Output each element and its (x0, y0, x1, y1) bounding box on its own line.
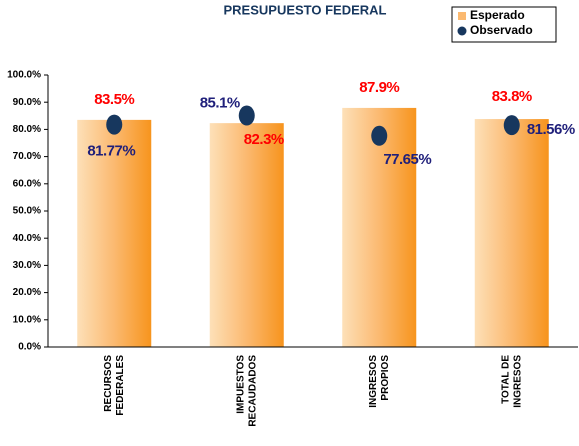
dot (238, 105, 255, 126)
dot (371, 125, 388, 146)
bar (474, 119, 549, 348)
bar-value-label: 83.8% (492, 88, 532, 105)
y-tick-label: 100.0% (7, 70, 41, 81)
x-tick-label: INGRESOS (512, 355, 523, 408)
bar-value-label: 83.5% (94, 91, 134, 108)
legend-label: Esperado (470, 8, 525, 22)
dot-value-label: 85.1% (200, 94, 240, 111)
y-tick-label: 60.0% (13, 178, 41, 189)
y-tick-label: 80.0% (13, 124, 41, 135)
x-tick-label: IMPUESTOS (235, 355, 246, 414)
bar (342, 107, 417, 347)
y-tick-label: 40.0% (13, 233, 41, 244)
dot-value-label: 81.77% (87, 143, 135, 160)
legend-swatch (458, 12, 466, 20)
legend-label: Observado (470, 23, 533, 37)
bar (77, 119, 152, 347)
y-tick-label: 20.0% (13, 287, 41, 298)
bar-value-label: 82.3% (244, 131, 284, 148)
y-tick-label: 90.0% (13, 97, 41, 108)
x-tick-label: PROPIOS (380, 355, 391, 401)
y-tick-label: 50.0% (13, 206, 41, 217)
y-tick-label: 10.0% (13, 314, 41, 325)
bar (209, 123, 284, 347)
y-tick-label: 0.0% (18, 342, 41, 353)
dot-value-label: 77.65% (383, 151, 431, 168)
chart-title: PRESUPUESTO FEDERAL (223, 2, 386, 17)
y-tick-label: 30.0% (13, 260, 41, 271)
dot (503, 115, 520, 136)
legend-swatch (457, 26, 467, 36)
legend-box (451, 6, 557, 43)
y-tick-label: 70.0% (13, 151, 41, 162)
x-tick-label: FEDERALES (115, 355, 126, 416)
bar-value-label: 87.9% (359, 79, 399, 96)
dot-value-label: 81.56% (527, 121, 575, 138)
x-tick-label: TOTAL DE (500, 355, 511, 404)
x-tick-label: RECURSOS (103, 355, 114, 412)
dot (106, 114, 123, 135)
x-tick-label: INGRESOS (368, 355, 379, 408)
x-tick-label: RECAUDADOS (247, 355, 258, 427)
